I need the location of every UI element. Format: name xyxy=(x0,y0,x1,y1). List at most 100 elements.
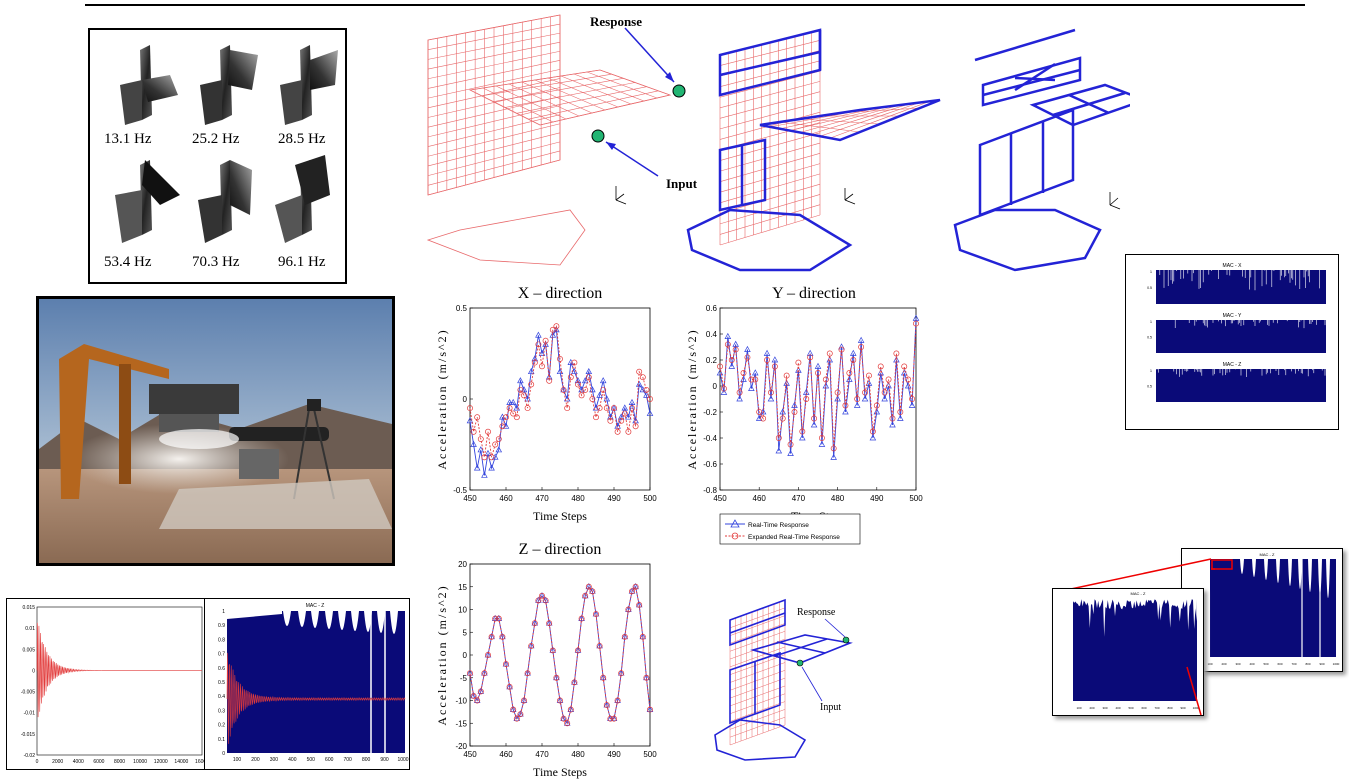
y-tick-label: 0.9 xyxy=(218,623,225,629)
x-tick-label: 460 xyxy=(753,494,767,503)
data-point xyxy=(553,674,560,681)
y-tick-label: -20 xyxy=(455,742,467,751)
x-tick-label: 490 xyxy=(870,494,884,503)
data-point xyxy=(720,385,727,392)
data-point xyxy=(889,415,896,422)
data-point xyxy=(549,326,556,333)
x-tick-label: 500 xyxy=(643,750,657,759)
y-tick-label: 0.01 xyxy=(25,626,35,632)
data-point xyxy=(744,345,751,352)
data-point xyxy=(763,349,771,356)
mode-shapes-svg: 13.1 Hz 25.2 Hz 28.5 Hz 53.4 Hz 70.3 Hz … xyxy=(104,45,338,270)
data-point xyxy=(603,701,611,708)
svg-text:600: 600 xyxy=(1277,662,1282,666)
data-point xyxy=(531,619,539,626)
data-point xyxy=(510,410,517,417)
x-tick-label: 800 xyxy=(1167,706,1172,710)
data-point xyxy=(556,367,564,375)
x-tick-label: 100 xyxy=(1076,706,1081,710)
data-point xyxy=(556,696,564,703)
x-tick-label: 450 xyxy=(713,494,727,503)
data-point xyxy=(814,362,822,369)
data-point xyxy=(542,597,549,604)
data-point xyxy=(485,652,491,658)
data-point xyxy=(822,376,829,383)
data-point xyxy=(811,415,818,422)
data-point xyxy=(885,376,892,383)
data-point xyxy=(795,366,802,373)
y-chart-title: Y – direction xyxy=(772,285,856,302)
data-point xyxy=(563,719,571,726)
data-point xyxy=(795,359,802,366)
data-point xyxy=(603,702,610,708)
data-point xyxy=(567,705,575,712)
svg-text:500: 500 xyxy=(1263,662,1268,666)
x-tick-label: 8000 xyxy=(114,759,125,765)
y-tick-label: 0.8 xyxy=(218,637,225,643)
data-point xyxy=(736,395,743,402)
data-point xyxy=(560,714,567,722)
y-tick-label: -0.4 xyxy=(703,434,717,443)
x-tick-label: 800 xyxy=(362,757,371,763)
x-tick-label: 700 xyxy=(1154,706,1159,710)
data-point xyxy=(560,386,567,393)
data-point xyxy=(636,602,643,608)
mac-zoom-back-title: MAC - Z xyxy=(1260,552,1275,557)
data-point xyxy=(787,449,794,456)
mac-zoom-front-title: MAC - Z xyxy=(1131,591,1146,596)
data-point xyxy=(603,395,611,402)
data-point xyxy=(779,415,786,422)
data-point xyxy=(567,374,574,381)
data-point xyxy=(791,401,798,408)
data-point xyxy=(862,389,868,396)
data-point xyxy=(503,414,509,421)
data-point xyxy=(575,647,581,654)
data-point xyxy=(492,441,499,448)
x-tick-label: 12000 xyxy=(154,759,168,765)
data-point xyxy=(807,354,814,361)
x-tick-label: 600 xyxy=(325,757,334,763)
data-point xyxy=(474,697,481,704)
data-point xyxy=(861,395,869,402)
mac-z-overlay-plot: MAC - Z 1 0.9 0.8 0.7 0.6 0.5 0.4 0.3 0.2 0.1 0 100… xyxy=(204,598,410,770)
mode-shape-2 xyxy=(200,45,258,125)
data-point xyxy=(775,435,782,441)
mode-label-3: 28.5 Hz xyxy=(278,131,326,147)
x-chart-plot: 450 460 470 480 490 500 0.5 0 -0.5 xyxy=(453,304,657,503)
data-point xyxy=(599,674,607,681)
data-point xyxy=(716,369,724,376)
response-label: Response xyxy=(590,14,642,29)
data-point xyxy=(830,445,837,452)
data-point xyxy=(607,715,614,722)
legend-circle-icon xyxy=(731,532,739,540)
data-point xyxy=(629,405,635,412)
data-point xyxy=(599,377,607,384)
data-point xyxy=(621,404,629,411)
data-point xyxy=(517,377,524,384)
small-input-label: Input xyxy=(820,702,841,713)
data-point xyxy=(614,428,621,435)
data-point xyxy=(764,357,770,363)
y-tick-label: -10 xyxy=(455,697,467,706)
data-point xyxy=(470,692,477,699)
data-point xyxy=(889,421,896,428)
data-point xyxy=(477,446,485,453)
mac-zoom-front: MAC - Z 100 200 300 400 500 600 700 800 900 1000 xyxy=(1052,588,1204,716)
data-point xyxy=(467,670,473,677)
response-marker xyxy=(672,84,686,98)
mode-label-6: 96.1 Hz xyxy=(278,254,326,270)
x-tick-label: 480 xyxy=(571,750,585,759)
data-point xyxy=(625,606,632,613)
data-point xyxy=(571,679,578,686)
x-tick-label: 10000 xyxy=(133,759,147,765)
data-point xyxy=(913,320,919,327)
mac-zoom-front-svg: MAC - Z 100 200 300 400 500 600 700 800 900 1000 xyxy=(1073,591,1200,710)
data-point xyxy=(893,356,900,363)
data-point xyxy=(632,423,639,430)
svg-text:400: 400 xyxy=(1249,662,1254,666)
y-tick-label: 0.2 xyxy=(218,723,225,729)
data-point xyxy=(818,435,825,441)
data-point xyxy=(850,357,857,363)
data-point xyxy=(538,349,546,356)
mac-zoom-back: MAC - Z 100 200 300 400 500 600 700 800 900 1000 xyxy=(1181,548,1343,672)
